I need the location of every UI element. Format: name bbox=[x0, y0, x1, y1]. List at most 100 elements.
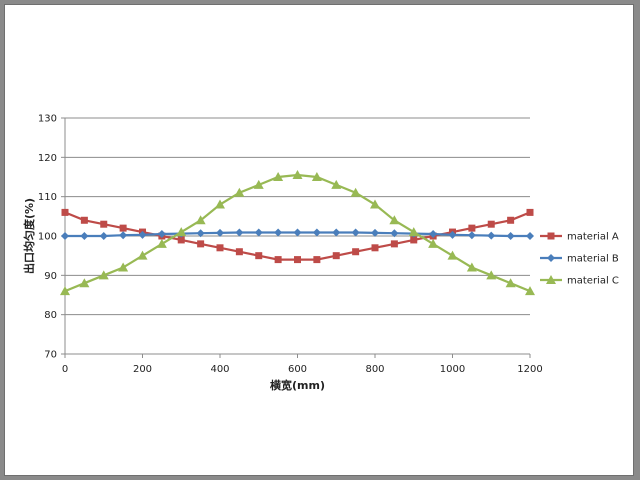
data-point bbox=[80, 232, 89, 240]
data-point bbox=[235, 248, 243, 256]
data-point bbox=[428, 238, 439, 248]
data-point bbox=[138, 230, 147, 239]
data-point bbox=[429, 230, 438, 239]
y-tick-label: 80 bbox=[44, 310, 57, 321]
x-tick-label: 1000 bbox=[440, 364, 465, 375]
legend-marker bbox=[546, 275, 556, 284]
grid-lines bbox=[65, 117, 530, 316]
data-point bbox=[100, 220, 108, 228]
data-point bbox=[80, 216, 88, 224]
data-point bbox=[274, 256, 282, 264]
data-point bbox=[176, 227, 187, 237]
series-material-c bbox=[60, 170, 535, 296]
data-point bbox=[156, 238, 167, 248]
y-tick-label: 100 bbox=[38, 232, 57, 243]
legend-marker bbox=[547, 254, 555, 262]
data-point bbox=[216, 228, 224, 237]
data-point bbox=[486, 270, 497, 280]
data-point bbox=[255, 252, 263, 260]
data-point bbox=[253, 179, 264, 189]
data-point bbox=[98, 270, 109, 280]
data-point bbox=[61, 208, 69, 216]
data-point bbox=[235, 228, 244, 237]
data-point bbox=[506, 232, 515, 240]
data-point bbox=[390, 240, 398, 248]
legend: material A material B material C bbox=[540, 232, 619, 287]
legend-entry: material C bbox=[540, 275, 619, 287]
data-point bbox=[332, 252, 340, 260]
data-point bbox=[292, 170, 303, 180]
data-point bbox=[351, 228, 360, 237]
series-material-b bbox=[61, 228, 534, 240]
data-point bbox=[274, 228, 283, 237]
data-point bbox=[350, 187, 361, 197]
data-point bbox=[371, 228, 379, 237]
data-point bbox=[99, 232, 108, 240]
data-point bbox=[119, 231, 128, 240]
data-point bbox=[371, 244, 379, 252]
data-point bbox=[311, 172, 322, 181]
data-point bbox=[487, 231, 496, 240]
data-point bbox=[507, 216, 515, 224]
data-point bbox=[525, 286, 535, 296]
x-tick-label: 600 bbox=[288, 364, 307, 375]
data-point bbox=[526, 232, 534, 240]
legend-label: material A bbox=[567, 232, 619, 243]
legend-label: material C bbox=[567, 276, 619, 287]
x-tick-label: 0 bbox=[62, 364, 68, 375]
line-chart: 70 80 90 100 110 120 130 0 200 400 600 800 1000 1200… bbox=[22, 114, 619, 393]
y-axis-label: 出口均匀度(%) bbox=[22, 198, 36, 274]
data-point bbox=[197, 240, 205, 248]
data-point bbox=[293, 228, 302, 237]
data-point bbox=[196, 229, 205, 238]
data-point bbox=[487, 220, 495, 228]
legend-label: material B bbox=[567, 254, 619, 265]
data-point bbox=[447, 250, 458, 260]
x-tick-labels: 0 200 400 600 800 1000 1200 bbox=[62, 364, 543, 375]
data-point bbox=[216, 244, 224, 252]
data-point bbox=[61, 232, 69, 240]
data-point bbox=[177, 236, 185, 244]
data-point bbox=[60, 286, 70, 296]
data-point bbox=[331, 179, 342, 189]
data-point bbox=[254, 228, 263, 237]
x-axis-label: 横宽(mm) bbox=[270, 378, 325, 392]
y-tick-label: 120 bbox=[38, 153, 57, 164]
data-point bbox=[352, 248, 360, 256]
y-tick-labels: 70 80 90 100 110 120 130 bbox=[38, 114, 57, 361]
data-point bbox=[157, 230, 166, 239]
x-tick-label: 400 bbox=[210, 364, 229, 375]
data-point bbox=[410, 236, 418, 244]
data-point bbox=[195, 215, 206, 225]
data-point bbox=[79, 278, 90, 288]
y-tick-label: 110 bbox=[38, 192, 57, 203]
y-tick-label: 70 bbox=[44, 350, 57, 361]
data-point bbox=[505, 278, 516, 288]
data-point bbox=[332, 228, 341, 237]
y-tick-label: 130 bbox=[38, 114, 57, 125]
legend-entry: material B bbox=[540, 254, 619, 265]
legend-entry: material A bbox=[540, 232, 619, 243]
data-point bbox=[390, 229, 399, 238]
data-point bbox=[294, 256, 301, 264]
data-point bbox=[234, 187, 245, 197]
data-point bbox=[273, 172, 284, 181]
data-point bbox=[468, 224, 476, 232]
series-group bbox=[60, 170, 535, 296]
data-point bbox=[466, 262, 477, 272]
data-point bbox=[526, 208, 534, 216]
legend-marker bbox=[547, 232, 555, 240]
data-point bbox=[119, 224, 127, 232]
data-point bbox=[448, 230, 457, 239]
data-point bbox=[118, 262, 129, 272]
data-point bbox=[312, 228, 321, 237]
y-tick-label: 90 bbox=[44, 271, 57, 282]
chart-frame: 70 80 90 100 110 120 130 0 200 400 600 800 1000 1200… bbox=[4, 4, 634, 476]
data-point bbox=[137, 250, 148, 260]
data-point bbox=[313, 256, 321, 264]
x-tick-label: 200 bbox=[133, 364, 152, 375]
x-tick-label: 1200 bbox=[517, 364, 542, 375]
data-point bbox=[467, 231, 476, 240]
data-point bbox=[370, 199, 380, 209]
data-point bbox=[215, 199, 225, 209]
